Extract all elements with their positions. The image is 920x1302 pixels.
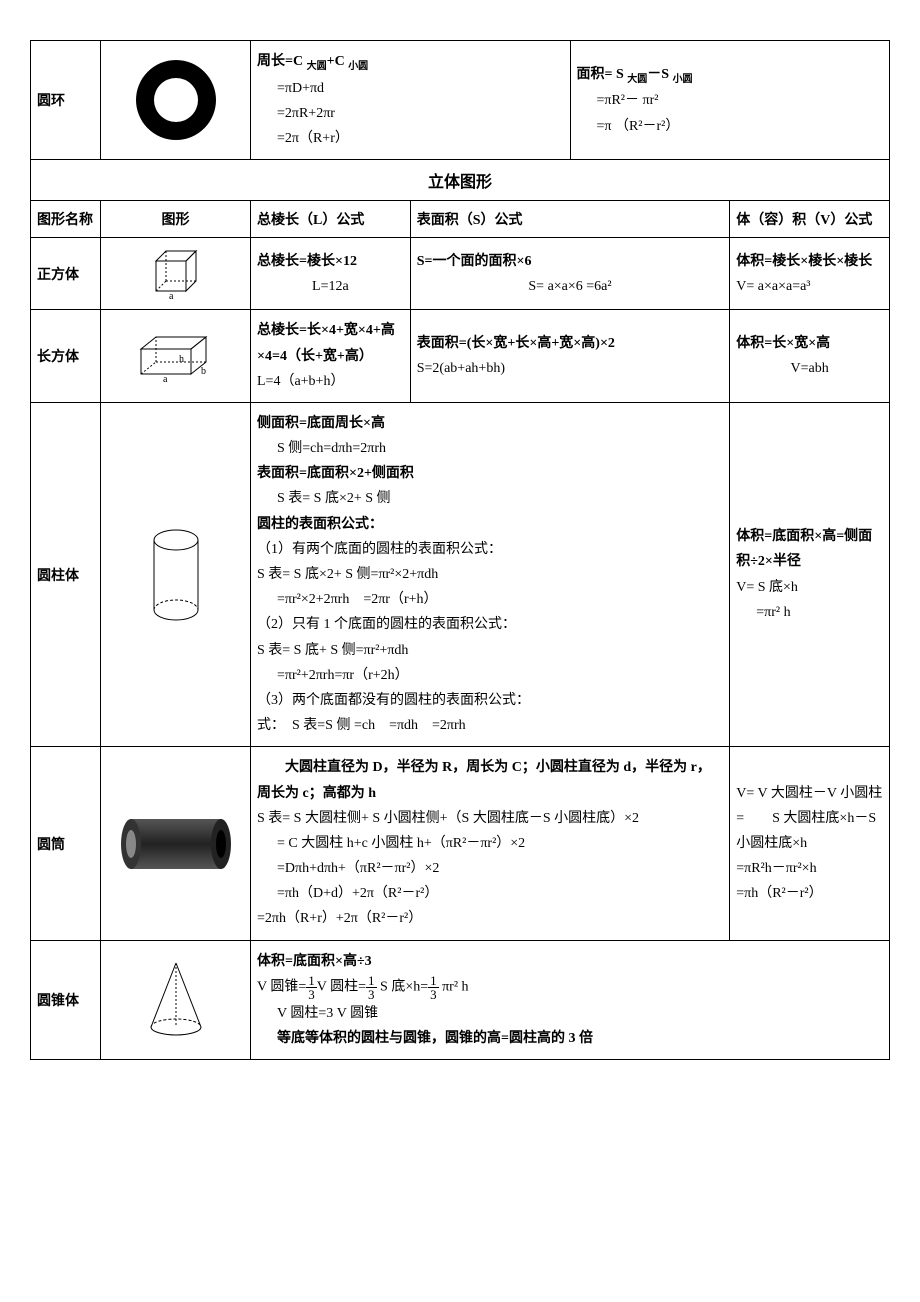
tube-surf: 大圆柱直径为 D，半径为 R，周长为 C；小圆柱直径为 d，半径为 r，周长为 … <box>251 747 730 940</box>
solid-section-row: 立体图形 <box>31 160 890 201</box>
hdr-vol: 体（容）积（V）公式 <box>730 201 890 238</box>
geometry-table: 圆环 周长=C 大圆+C 小圆 =πD+πd =2πR+2πr =2π（R+r）… <box>30 40 890 1060</box>
ring-row: 圆环 周长=C 大圆+C 小圆 =πD+πd =2πR+2πr =2π（R+r）… <box>31 41 890 160</box>
cube-vol: 体积=棱长×棱长×棱长 V= a×a×a=a³ <box>730 238 890 310</box>
cylinder-name: 圆柱体 <box>31 402 101 746</box>
cuboid-row: 长方体 a b h 总棱长=长×4+宽×4+高×4=4（长+宽+高） L=4（a… <box>31 310 890 403</box>
ring-name: 圆环 <box>31 41 101 160</box>
cylinder-row: 圆柱体 侧面积=底面周长×高 S 侧=ch=dπh=2πrh 表面积=底面积×2… <box>31 402 890 746</box>
hdr-name: 图形名称 <box>31 201 101 238</box>
svg-text:b: b <box>201 366 206 377</box>
cuboid-figure: a b h <box>101 310 251 403</box>
cube-row: 正方体 a 总棱长=棱长×12 L=12a S=一个面的面积×6 S= a×a×… <box>31 238 890 310</box>
tube-row: 圆筒 大圆柱直径为 D，半径为 R，周长为 C；小圆柱直径为 d，半径为 r， <box>31 747 890 940</box>
cuboid-surf: 表面积=(长×宽+长×高+宽×高)×2 S=2(ab+ah+bh) <box>410 310 730 403</box>
tube-vol: V= V 大圆柱－V 小圆柱 = S 大圆柱底×h－S 小圆柱底×h =πR²h… <box>730 747 890 940</box>
cylinder-surf: 侧面积=底面周长×高 S 侧=ch=dπh=2πrh 表面积=底面积×2+侧面积… <box>251 402 730 746</box>
cone-figure <box>101 940 251 1060</box>
cone-row: 圆锥体 体积=底面积×高÷3 V 圆锥=13V 圆柱=13 S 底×h=13 π… <box>31 940 890 1060</box>
cuboid-vol: 体积=长×宽×高 V=abh <box>730 310 890 403</box>
header-row: 图形名称 图形 总棱长（L）公式 表面积（S）公式 体（容）积（V）公式 <box>31 201 890 238</box>
svg-text:a: a <box>169 291 174 301</box>
solid-header: 立体图形 <box>31 160 890 201</box>
cube-edge: 总棱长=棱长×12 L=12a <box>251 238 411 310</box>
tube-figure <box>101 747 251 940</box>
cylinder-figure <box>101 402 251 746</box>
tube-name: 圆筒 <box>31 747 101 940</box>
svg-text:h: h <box>179 354 184 365</box>
hdr-fig: 图形 <box>101 201 251 238</box>
cylinder-vol: 体积=底面积×高=侧面积÷2×半径 V= S 底×h =πr² h <box>730 402 890 746</box>
cuboid-edge: 总棱长=长×4+宽×4+高×4=4（长+宽+高） L=4（a+b+h） <box>251 310 411 403</box>
cuboid-name: 长方体 <box>31 310 101 403</box>
cube-surf: S=一个面的面积×6 S= a×a×6 =6a² <box>410 238 730 310</box>
cone-vol: 体积=底面积×高÷3 V 圆锥=13V 圆柱=13 S 底×h=13 πr² h… <box>251 940 890 1060</box>
cube-name: 正方体 <box>31 238 101 310</box>
cone-name: 圆锥体 <box>31 940 101 1060</box>
ring-perimeter: 周长=C 大圆+C 小圆 =πD+πd =2πR+2πr =2π（R+r） <box>251 41 571 160</box>
hdr-edge: 总棱长（L）公式 <box>251 201 411 238</box>
svg-text:a: a <box>163 374 168 384</box>
ring-area: 面积= S 大圆－S 小圆 =πR²－ πr² =π （R²－r²） <box>570 41 890 160</box>
hdr-surf: 表面积（S）公式 <box>410 201 730 238</box>
cube-figure: a <box>101 238 251 310</box>
ring-figure <box>101 41 251 160</box>
